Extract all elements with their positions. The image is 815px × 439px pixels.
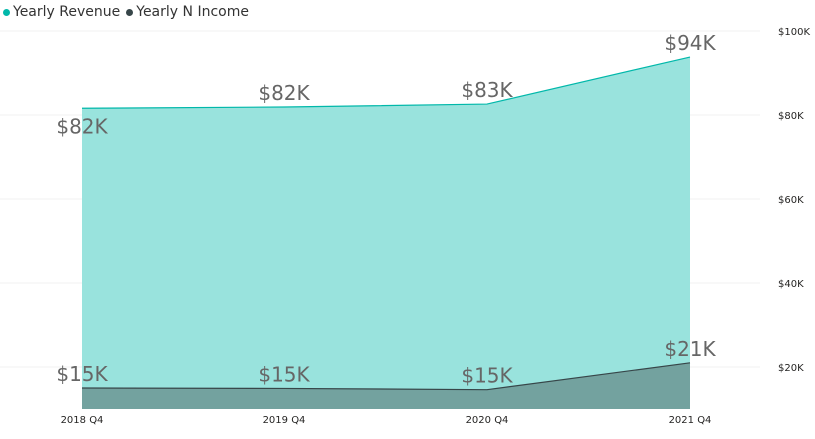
line-net-income	[81, 362, 691, 391]
data-label: $82K	[258, 81, 310, 105]
legend-label-revenue: Yearly Revenue	[13, 4, 121, 20]
y-tick-label: $60K	[778, 195, 804, 206]
data-label: $82K	[56, 114, 108, 138]
y-tick-label: $20K	[778, 363, 804, 374]
legend-item-net-income[interactable]: Yearly N Income	[126, 4, 249, 20]
legend-marker-revenue	[3, 8, 10, 16]
area-net-income	[82, 362, 690, 409]
x-tick-label: 2020 Q4	[466, 415, 509, 426]
x-tick-label: 2019 Q4	[263, 415, 306, 426]
data-label: $83K	[461, 78, 513, 102]
x-tick-label: 2021 Q4	[669, 415, 712, 426]
line-revenue	[81, 56, 691, 109]
y-tick-label: $80K	[778, 111, 804, 122]
data-label: $15K	[258, 362, 310, 386]
area-revenue	[82, 57, 690, 409]
data-label: $15K	[461, 364, 513, 388]
legend-item-revenue[interactable]: Yearly Revenue	[3, 4, 120, 20]
data-label: $15K	[56, 362, 108, 386]
data-label: $94K	[664, 31, 716, 55]
data-label: $21K	[664, 337, 716, 361]
legend-marker-net-income	[126, 8, 134, 16]
chart-legend: Yearly Revenue Yearly N Income	[3, 2, 255, 22]
y-tick-label: $40K	[778, 279, 804, 290]
legend-label-net-income: Yearly N Income	[136, 4, 249, 20]
y-tick-label: $100K	[778, 27, 810, 38]
x-tick-label: 2018 Q4	[61, 415, 104, 426]
